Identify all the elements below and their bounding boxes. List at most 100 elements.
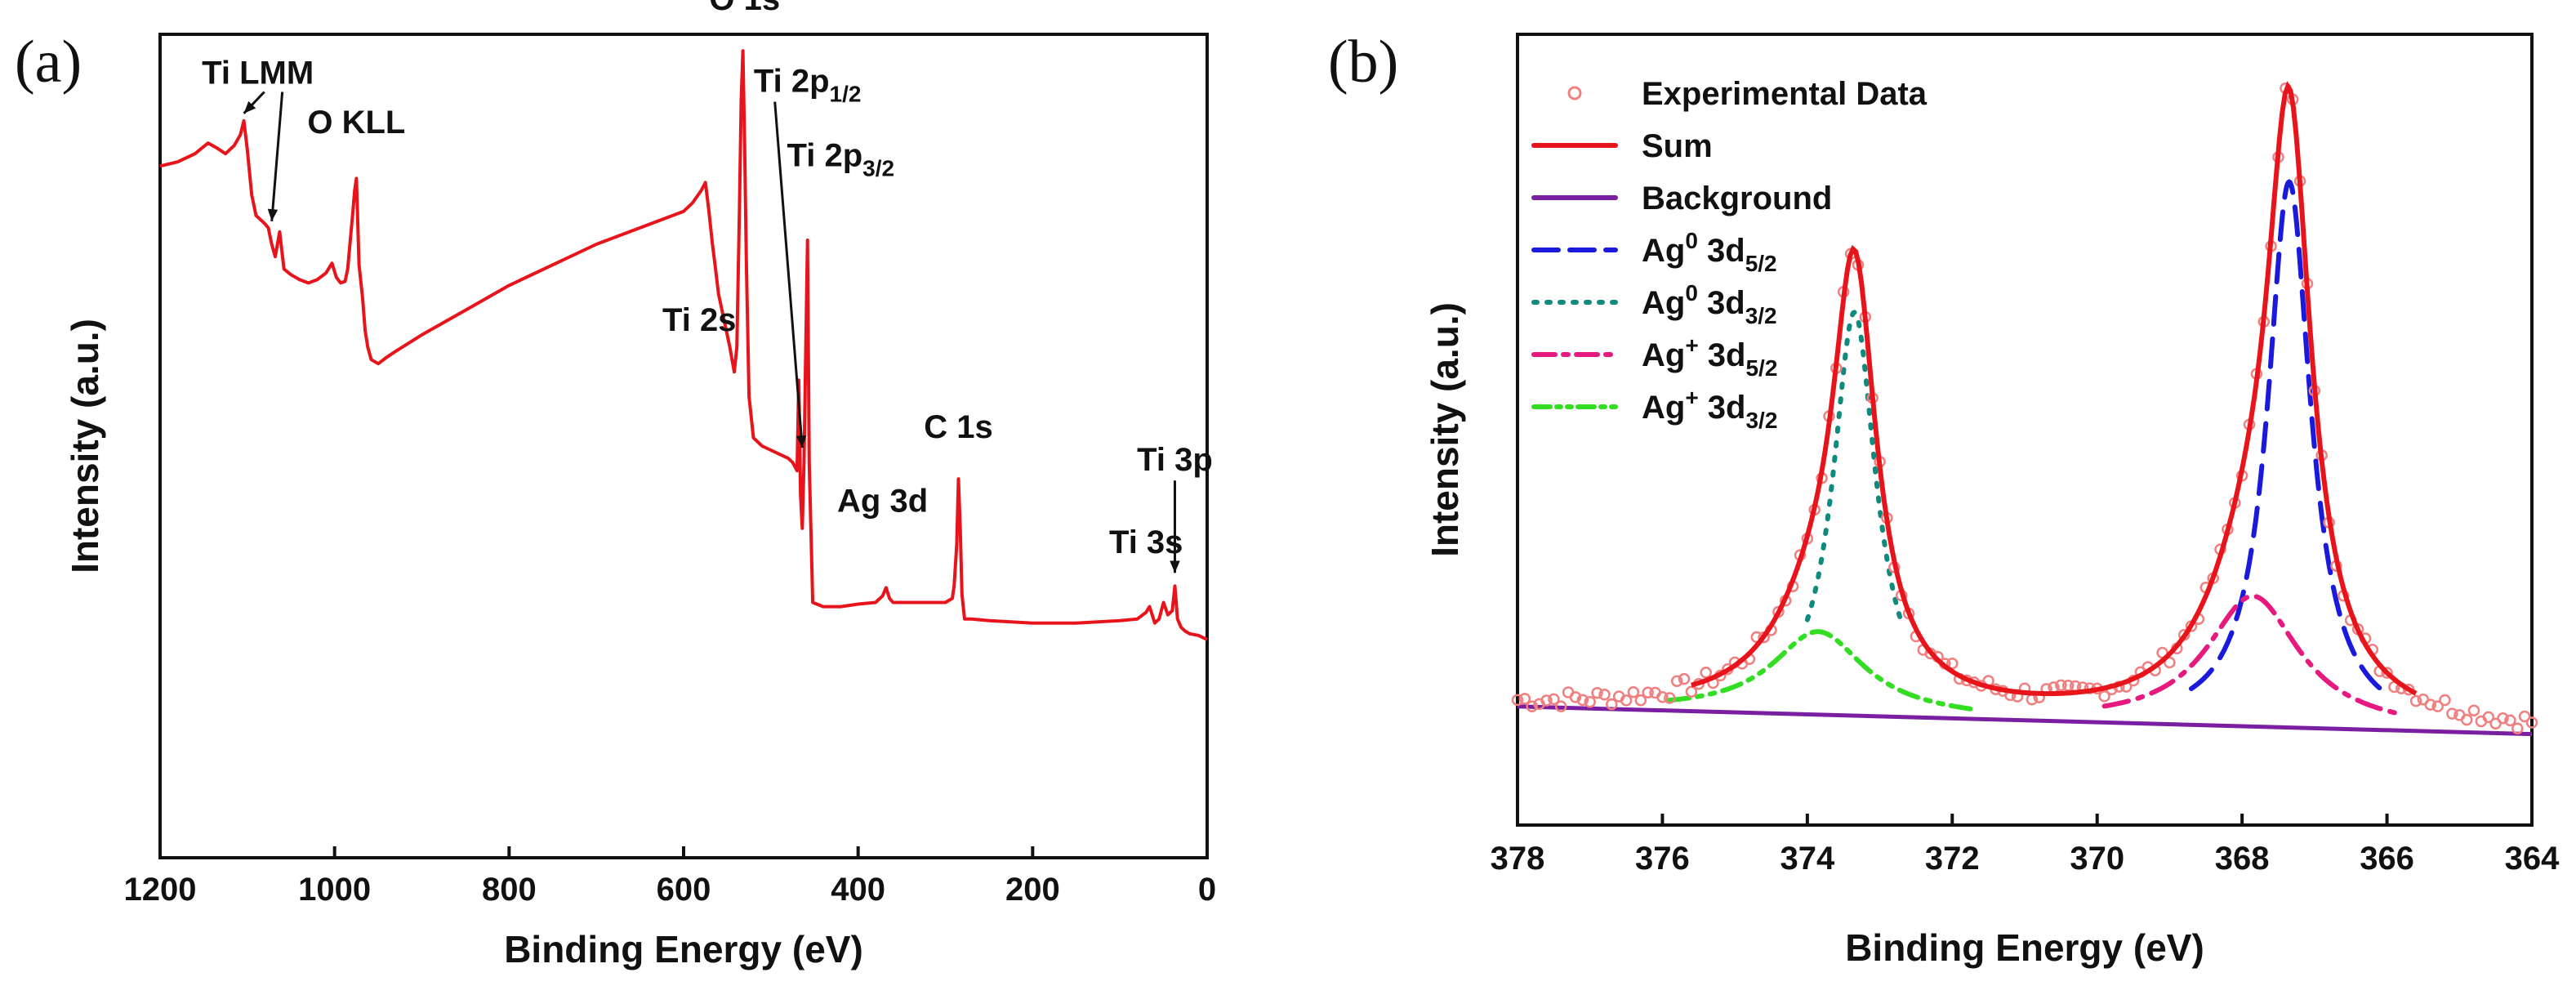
- panel-b-data-point: [1591, 686, 1603, 699]
- panel-b-x-tick-label: 370: [2070, 841, 2124, 877]
- panel-b-data-point: [2446, 707, 2458, 720]
- panel-a-arrow-head: [1170, 560, 1180, 573]
- panel-b-x-tick-label: 378: [1491, 841, 1545, 877]
- legend-label: Sum: [1642, 128, 1713, 164]
- panel-b-data-point: [1576, 694, 1589, 707]
- panel-a-annotation-label: Ti LMM: [202, 55, 314, 91]
- panel-b-data-point: [2482, 711, 2495, 724]
- panel-b-data-point: [2381, 667, 2393, 679]
- legend-label: Ag0 3d3/2: [1642, 280, 1777, 328]
- legend-label: Experimental Data: [1642, 76, 1928, 112]
- panel-b-x-tick-label: 372: [1925, 841, 1980, 877]
- panel-a-arrow-head: [796, 435, 807, 448]
- panel-b-data-point: [2518, 710, 2531, 723]
- panel-b-data-point: [2497, 712, 2509, 725]
- panel-a-annotation-label: Ti 3s: [1109, 524, 1183, 560]
- panel-a-x-ticks: 1200 1000 800 600 400 200 0: [124, 846, 1216, 908]
- panel-b-agplus-3d52-component: [2101, 593, 2404, 717]
- panel-b-data-point: [2504, 714, 2516, 727]
- panel-b-series: [1511, 81, 2538, 737]
- panel-a-x-tick-label: 1200: [124, 872, 197, 908]
- panel-b-data-point: [1518, 693, 1531, 705]
- panel-a-annotation-label: Ti 3p: [1137, 442, 1213, 478]
- panel-b-agplus-3d32-component: [1667, 629, 1977, 712]
- panel-b-x-tick-label: 364: [2505, 841, 2560, 877]
- legend-label: Ag+ 3d5/2: [1642, 332, 1777, 381]
- panel-b-data-point: [1664, 692, 1676, 704]
- panel-b-x-axis-title: Binding Energy (eV): [1845, 926, 2204, 969]
- panel-b-data-point: [1620, 694, 1633, 707]
- panel-b-data-point: [1569, 691, 1582, 703]
- panel-b-x-tick-label: 374: [1780, 841, 1834, 877]
- panel-b-data-point: [2409, 694, 2422, 707]
- panel-b-y-axis-title: Intensity (a.u.): [1424, 302, 1466, 557]
- panel-a-survey-spectrum: (a) 1200 1000 800 600 400 200 0 Ti LMM O KLL O 1…: [15, 0, 1216, 970]
- panel-b-data-point: [2439, 694, 2451, 707]
- panel-b-data-point: [1685, 685, 1698, 698]
- panel-a-annotation-label: C 1s: [924, 409, 993, 445]
- panel-a-annotation-label: Ti 2s: [662, 302, 736, 338]
- panel-b-ag0-3d32-component: [1804, 310, 1905, 625]
- panel-b-x-tick-label: 376: [1635, 841, 1690, 877]
- panel-b-data-point: [1642, 686, 1654, 698]
- panel-a-annotation-label: O 1s: [709, 0, 780, 17]
- panel-a-y-axis-title: Intensity (a.u.): [64, 319, 106, 573]
- panel-b-sum-line: [1691, 81, 2418, 697]
- panel-b-plot-frame: [1516, 33, 2534, 827]
- panel-a-x-tick-label: 0: [1198, 872, 1216, 908]
- panel-b-label: (b): [1328, 29, 1398, 96]
- panel-b-data-point: [1700, 667, 1712, 679]
- legend-swatch-experimental: [1567, 86, 1582, 100]
- panel-b-data-point: [1540, 694, 1553, 707]
- panel-a-annotation-arrow: [773, 101, 804, 448]
- panel-b-data-point: [1606, 698, 1618, 711]
- panel-b-data-point: [2431, 700, 2444, 712]
- panel-b-data-point: [2460, 713, 2473, 726]
- panel-b-ag3d-spectrum: (b) 378 376 374 372 370 368 366 364 Experimenta…: [1328, 29, 2560, 969]
- panel-a-plot-frame: [158, 33, 1209, 859]
- panel-b-data-point: [2061, 680, 2075, 692]
- panel-b-data-point: [1678, 672, 1691, 685]
- panel-b-data-point: [1554, 700, 1567, 713]
- panel-a-x-tick-label: 1000: [298, 872, 371, 908]
- panel-a-arrow-head: [243, 100, 256, 114]
- panel-a-x-tick-label: 600: [657, 872, 711, 908]
- panel-b-x-tick-label: 368: [2215, 841, 2270, 877]
- panel-a-x-axis-title: Binding Energy (eV): [504, 928, 863, 970]
- panel-a-series: [159, 49, 1208, 641]
- panel-b-data-point: [1548, 693, 1560, 706]
- legend-label: Ag+ 3d3/2: [1642, 385, 1777, 433]
- panel-a-label: (a): [15, 29, 82, 96]
- panel-b-data-point: [2424, 698, 2437, 711]
- panel-b-x-tick-label: 366: [2360, 841, 2414, 877]
- panel-b-data-point: [1526, 700, 1538, 712]
- panel-a-annotation-label: Ti 2p1/2: [754, 64, 862, 107]
- panel-b-data-point: [2511, 722, 2524, 734]
- panel-b-data-point: [2467, 704, 2480, 717]
- panel-b-data-point: [1670, 675, 1683, 688]
- panel-b-data-point: [1634, 694, 1647, 707]
- panel-b-data-point: [1511, 694, 1524, 707]
- panel-b-data-point: [2055, 679, 2067, 692]
- panel-b-background-line: [1517, 704, 2533, 737]
- panel-a-x-tick-label: 800: [482, 872, 537, 908]
- panel-a-arrow-head: [267, 208, 279, 221]
- panel-a-x-tick-label: 200: [1005, 872, 1060, 908]
- panel-a-annotation-arrow: [270, 91, 284, 222]
- legend-label: Ag0 3d5/2: [1642, 228, 1777, 276]
- panel-a-annotation-label: O KLL: [307, 105, 405, 141]
- panel-b-data-point: [2525, 716, 2538, 729]
- panel-b-data-point: [1946, 658, 1959, 670]
- panel-b-data-point: [1598, 689, 1611, 701]
- panel-b-data-point: [1584, 695, 1596, 708]
- panel-a-annotation-label: Ti 2p3/2: [787, 137, 895, 181]
- panel-b-ag0-3d52-component: [2189, 179, 2390, 697]
- panel-b-data-point: [1627, 686, 1640, 698]
- panel-b-data-point: [2164, 656, 2176, 669]
- panel-a-x-tick-label: 400: [831, 872, 885, 908]
- panel-b-x-ticks: 378 376 374 372 370 368 366 364: [1491, 814, 2560, 877]
- panel-b-data-point: [2098, 690, 2110, 703]
- panel-a-survey-line: [159, 49, 1208, 641]
